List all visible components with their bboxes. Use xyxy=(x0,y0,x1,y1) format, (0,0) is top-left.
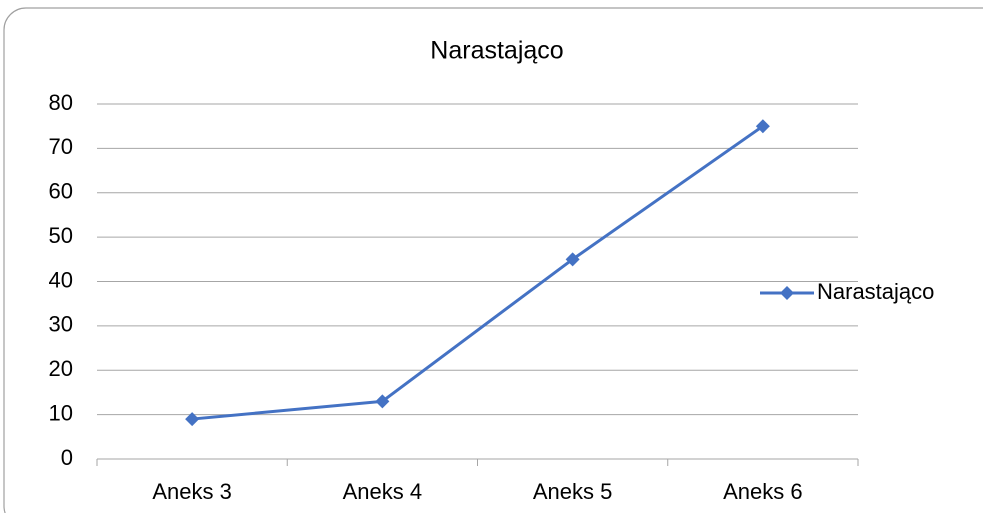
x-tick-label: Aneks 3 xyxy=(152,479,232,504)
chart-border xyxy=(3,7,983,513)
chart-title: Narastająco xyxy=(430,37,563,65)
y-tick-label: 60 xyxy=(49,179,73,204)
marker xyxy=(185,412,200,427)
marker xyxy=(565,252,580,267)
y-tick-label: 30 xyxy=(49,312,73,337)
series-line xyxy=(191,124,764,421)
y-tick-label: 40 xyxy=(49,267,73,292)
legend-marker xyxy=(780,286,794,300)
y-tick-label: 50 xyxy=(49,223,73,248)
x-tick-label: Aneks 5 xyxy=(533,479,613,504)
y-tick-label: 80 xyxy=(49,90,73,115)
legend-label: Narastająco xyxy=(817,279,934,304)
y-tick-label: 70 xyxy=(49,134,73,159)
x-tick-label: Aneks 4 xyxy=(343,479,423,504)
y-tick-label: 10 xyxy=(49,400,73,425)
y-tick-label: 0 xyxy=(61,445,73,470)
x-tick-label: Aneks 6 xyxy=(723,479,803,504)
marker xyxy=(375,394,390,409)
y-tick-label: 20 xyxy=(49,356,73,381)
marker xyxy=(755,119,770,134)
